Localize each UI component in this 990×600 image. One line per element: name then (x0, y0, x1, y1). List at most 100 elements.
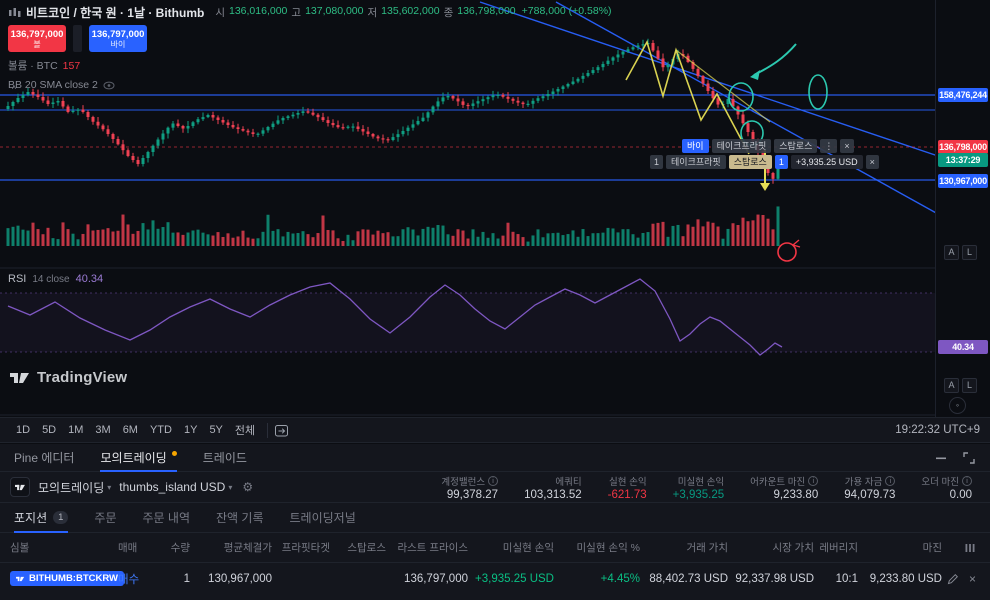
info-icon[interactable]: i (885, 475, 896, 486)
col-profit-target[interactable]: 프라핏타겟 (281, 542, 330, 554)
interval-1y[interactable]: 1Y (183, 424, 198, 436)
pnl-badge: +3,935.25 USD (790, 155, 863, 169)
info-icon[interactable]: i (962, 475, 972, 486)
interval-6m[interactable]: 6M (122, 424, 138, 436)
qty-badge[interactable]: 1 (650, 155, 664, 169)
broker-selector[interactable]: 모의트레이딩 ▾ (38, 480, 112, 495)
col-qty[interactable]: 수량 (170, 542, 190, 554)
symbol-title[interactable]: 비트코인 / 한국 원 · 1날 · Bithumb (26, 6, 205, 20)
cell-qty: 1 (183, 572, 190, 585)
stop-loss-badge-active[interactable]: 스탑로스 (728, 155, 772, 169)
session-clock[interactable]: 19:22:32 UTC+9 (895, 424, 980, 436)
panel-tab-bar: Pine 에디터 모의트레이딩 트레이드 (0, 444, 990, 472)
col-unrealized-pnl-pct[interactable]: 미실현 손익 % (576, 542, 640, 554)
rsi-layer (0, 278, 935, 356)
cell-margin: 9,233.80 USD (869, 572, 942, 585)
close-order-icon[interactable]: × (865, 155, 879, 169)
tab-paper-trading[interactable]: 모의트레이딩 (100, 444, 177, 472)
col-market-value[interactable]: 시장 가치 (772, 542, 814, 554)
cell-leverage: 10:1 (835, 572, 858, 585)
tab-balance-history[interactable]: 잔액 기록 (216, 511, 264, 525)
interval-3m[interactable]: 3M (95, 424, 111, 436)
account-selector[interactable]: thumbs_island USD ▾ (119, 480, 233, 494)
bb-indicator-legend[interactable]: BB 20 SMA close 2 (8, 79, 612, 91)
sell-button[interactable]: 136,797,000 볼 (8, 25, 66, 52)
col-side[interactable]: 매매 (118, 542, 138, 554)
interval-ytd[interactable]: YTD (149, 424, 172, 436)
col-leverage[interactable]: 레버리지 (819, 542, 858, 554)
positions-table-header: 심볼 매매 수량 평균체결가 프라핏타겟 스탑로스 라스트 프라이스 미실현 손… (0, 533, 990, 563)
position-side-badge[interactable]: 바이 (682, 139, 709, 153)
cell-market-value: 92,337.98 USD (735, 572, 814, 585)
tab-trade[interactable]: 트레이드 (202, 451, 247, 465)
close-position-icon[interactable]: × (840, 139, 854, 153)
gear-icon[interactable]: ⚙ (242, 480, 254, 494)
stat-account-balance: 계정밸런스 i 99,378.27 (441, 475, 499, 501)
col-stop-loss[interactable]: 스탑로스 (347, 542, 386, 554)
tab-positions[interactable]: 포지션 1 (14, 503, 69, 533)
stat-account-margin: 어카운트 마진 i 9,233.80 (750, 475, 819, 501)
interval-all[interactable]: 전체 (234, 425, 256, 437)
drag-handle-icon[interactable]: ⋮ (820, 139, 838, 153)
tradingview-logo-icon (10, 372, 29, 383)
eye-icon[interactable] (103, 81, 115, 90)
columns-settings-icon[interactable] (964, 542, 976, 554)
chevron-down-icon: ▾ (107, 482, 112, 492)
position-row[interactable]: BITHUMB:BTCKRW 매수 1 130,967,000 136,797,… (0, 563, 990, 594)
notification-dot (171, 451, 177, 456)
col-last-price[interactable]: 라스트 프라이스 (397, 542, 468, 554)
log-scale-button[interactable]: L (962, 245, 977, 260)
auto-scale-button[interactable]: A (944, 245, 959, 260)
price-axis[interactable]: 158,476,244 136,798,000 13:37:29 130,967… (935, 0, 990, 417)
change-value: +788,000 (+0.58%) (521, 5, 612, 17)
interval-5d[interactable]: 5D (42, 424, 57, 436)
maximize-panel-icon[interactable] (962, 451, 976, 465)
close-position-icon[interactable]: × (968, 571, 976, 586)
info-icon[interactable]: i (488, 475, 499, 486)
last-price-label: 136,798,000 (938, 140, 988, 154)
tab-order-history[interactable]: 주문 내역 (142, 511, 191, 525)
minimize-panel-icon[interactable] (934, 451, 948, 465)
tab-pine-editor[interactable]: Pine 에디터 (14, 451, 75, 465)
interval-1d[interactable]: 1D (16, 424, 31, 436)
col-symbol[interactable]: 심볼 (10, 542, 30, 554)
col-margin[interactable]: 마진 (922, 542, 942, 554)
tab-trading-journal[interactable]: 트레이딩저널 (289, 511, 356, 525)
collapse-legend-button[interactable]: ^ (11, 84, 17, 94)
rsi-legend[interactable]: RSI 14 close 40.34 (8, 273, 104, 285)
tab-orders[interactable]: 주문 (94, 511, 117, 525)
take-profit-badge[interactable]: 테이크프라핏 (666, 155, 726, 169)
qty-badge[interactable]: 1 (774, 155, 788, 169)
tradingview-logo-icon (16, 576, 25, 581)
volume-bars-layer (6, 206, 780, 246)
stop-loss-badge[interactable]: 스탑로스 (774, 139, 818, 153)
broker-row: 모의트레이딩 ▾ thumbs_island USD ▾ ⚙ 계정밸런스 i 99,3… (0, 472, 990, 503)
buy-button[interactable]: 136,797,000 바이 (89, 25, 147, 52)
spread-box (73, 25, 82, 52)
symbol-chart-icon (9, 8, 21, 17)
col-avg-price[interactable]: 평균체결가 (223, 542, 272, 554)
cell-unrealized-pnl-pct: +4.45% (600, 572, 640, 585)
symbol-badge[interactable]: BITHUMB:BTCKRW (10, 571, 125, 586)
auto-scale-button-rsi[interactable]: A (944, 378, 959, 393)
log-scale-button-rsi[interactable]: L (962, 378, 977, 393)
interval-1m[interactable]: 1M (68, 424, 84, 436)
col-trade-value[interactable]: 거래 가치 (686, 542, 728, 554)
info-icon[interactable]: i (808, 475, 819, 486)
stat-realized-pnl: 실현 손익 -621.73 (607, 476, 647, 501)
trading-panel: Pine 에디터 모의트레이딩 트레이드 모의트레이딩 ▾ (0, 444, 990, 600)
volume-legend[interactable]: 볼륨 · BTC 157 (8, 59, 81, 73)
col-unrealized-pnl[interactable]: 미실현 손익 (502, 542, 554, 554)
chart-region[interactable]: 비트코인 / 한국 원 · 1날 · Bithumb 시 136,016,000 … (0, 0, 990, 417)
cell-unrealized-pnl: +3,935.25 USD (475, 572, 554, 585)
maximize-pane-icon[interactable]: ◦ (949, 397, 966, 414)
interval-5y[interactable]: 5Y (209, 424, 223, 436)
toolbar-divider (267, 422, 269, 438)
upper-level-price-label: 158,476,244 (938, 88, 988, 102)
price-chart[interactable] (0, 0, 990, 417)
edit-position-icon[interactable] (947, 573, 959, 585)
paper-trading-icon (10, 477, 30, 497)
take-profit-badge[interactable]: 테이크프라핏 (711, 139, 772, 153)
goto-date-icon[interactable] (274, 423, 289, 438)
